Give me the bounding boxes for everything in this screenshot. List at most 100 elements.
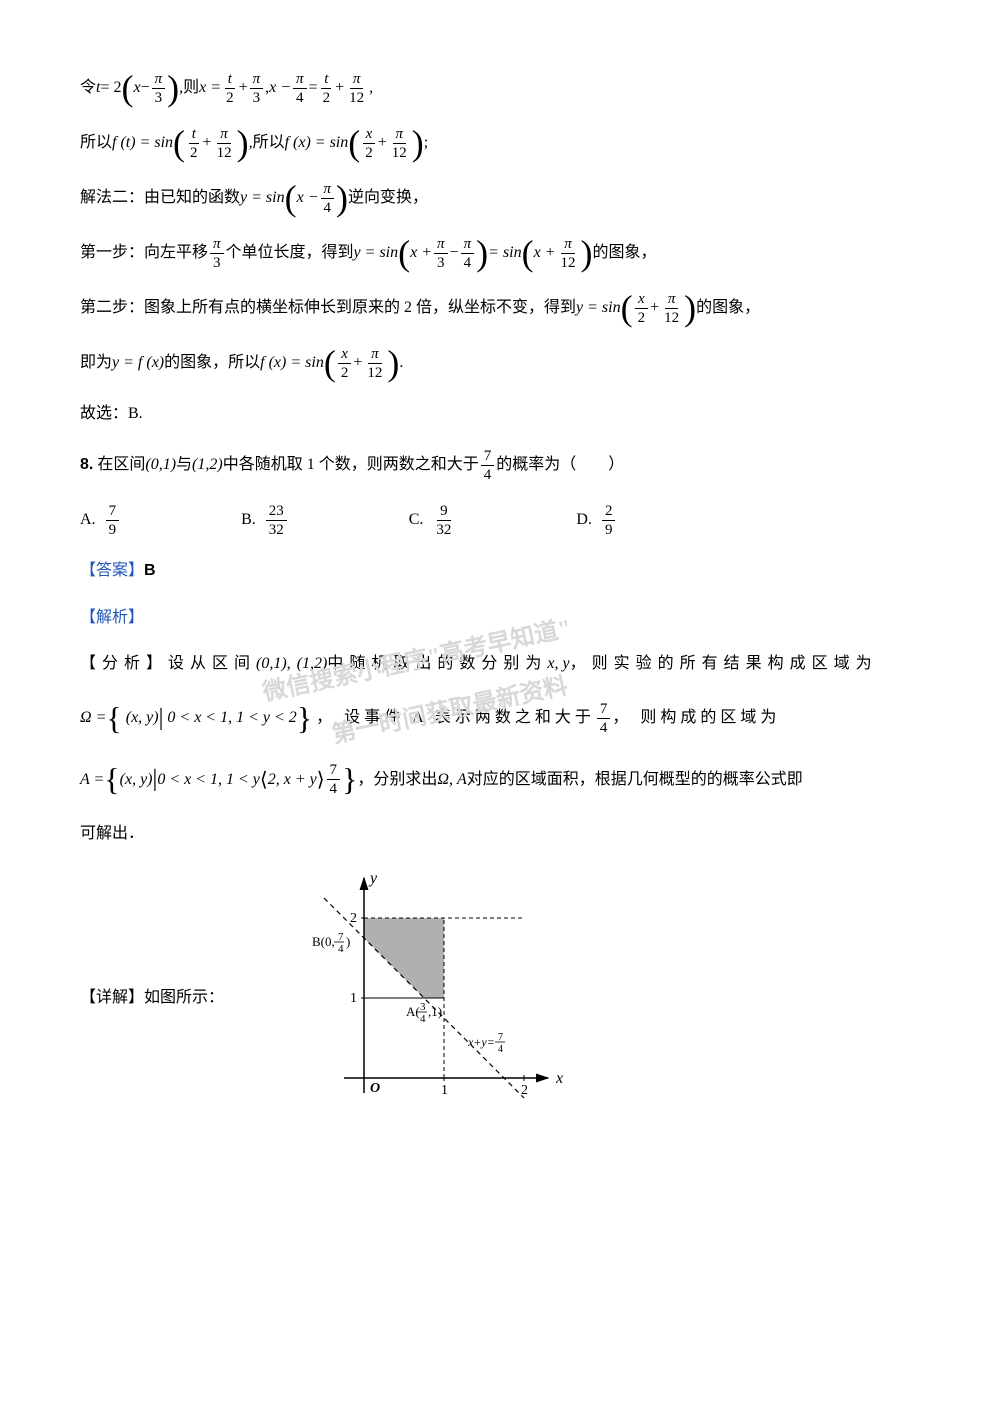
- paren: ): [387, 349, 399, 378]
- frac: 29: [602, 502, 616, 539]
- answer-value: B: [144, 557, 156, 586]
- frac: π12: [661, 290, 682, 327]
- angle: ⟩: [317, 762, 325, 798]
- text: +: [335, 74, 344, 103]
- select-answer: 故选：B.: [80, 400, 912, 429]
- svg-text:): ): [346, 934, 350, 949]
- frac: x2: [635, 290, 649, 327]
- question-8: 8. 在区间 (0,1) 与 (1,2) 中各随机取 1 个数，则两数之和大于 …: [80, 447, 912, 484]
- text: ， 设事件 A 表示两数之和大于: [316, 704, 595, 733]
- bar: |: [159, 697, 168, 740]
- text: 0 < x < 1, 1 < y: [157, 766, 260, 795]
- brace: }: [342, 767, 357, 793]
- text: x +: [410, 239, 432, 268]
- solution-line-1: 令 t = 2 ( x − π3 ) ,则 x = t2 + π3 , x − …: [80, 70, 912, 107]
- svg-text:4: 4: [420, 1013, 426, 1025]
- text: Ω =: [80, 704, 106, 733]
- text: 在区间: [97, 451, 145, 480]
- svg-text:4: 4: [498, 1044, 503, 1055]
- svg-text:B(0,: B(0,: [312, 934, 335, 949]
- svg-text:2: 2: [350, 911, 357, 926]
- paren: ): [336, 184, 348, 213]
- text: ,: [369, 74, 373, 103]
- analysis-label: 【解析】: [80, 604, 144, 633]
- svg-text:A(: A(: [406, 1004, 420, 1019]
- text: y = sin: [240, 184, 285, 213]
- text: (x, y): [126, 704, 159, 733]
- brace: {: [106, 706, 125, 732]
- text: x +: [534, 239, 556, 268]
- option-a: A. 79: [80, 502, 121, 539]
- option-label: B.: [241, 506, 256, 535]
- frac: 932: [433, 502, 454, 539]
- svg-text:,1): ,1): [428, 1004, 442, 1019]
- paren: ): [412, 129, 424, 158]
- fenxi-line-2: Ω = { (x, y) | 0 < x < 1, 1 < y < 2 } ， …: [80, 697, 912, 740]
- text: 的概率为（ ）: [496, 451, 624, 480]
- frac-t2b: t2: [320, 70, 334, 107]
- option-c: C. 932: [409, 502, 457, 539]
- fenxi-line-4: 可解出．: [80, 820, 912, 849]
- svg-text:3: 3: [420, 1001, 426, 1013]
- answer-line: 【答案】 B: [80, 557, 912, 586]
- paren: (: [173, 129, 185, 158]
- detail-label: 【详解】如图所示：: [80, 984, 224, 1013]
- text: −: [450, 239, 459, 268]
- paren: (: [348, 129, 360, 158]
- paren: ): [580, 239, 592, 268]
- text: A =: [80, 766, 104, 795]
- paren: ): [167, 74, 179, 103]
- text: 对应的区域面积，根据几何概型的的概率公式即: [467, 766, 803, 795]
- frac: 79: [106, 502, 120, 539]
- text: (0,1): [256, 650, 287, 679]
- svg-text:x+y=: x+y=: [467, 1035, 495, 1049]
- paren: (: [398, 239, 410, 268]
- frac: 2332: [266, 502, 287, 539]
- svg-text:O: O: [370, 1081, 380, 1096]
- text: y = sin: [576, 294, 621, 323]
- text: f (x) = sin: [285, 129, 349, 158]
- text: 第一步：向左平移: [80, 239, 208, 268]
- frac: π4: [461, 235, 475, 272]
- frac: π12: [389, 125, 410, 162]
- text: +: [378, 129, 387, 158]
- option-label: C.: [409, 506, 424, 535]
- text: +: [203, 129, 212, 158]
- text: 逆向变换，: [348, 184, 428, 213]
- text: +: [650, 294, 659, 323]
- text: ;: [424, 129, 428, 158]
- paren: (: [324, 349, 336, 378]
- frac: 74: [597, 700, 611, 737]
- paren: (: [621, 294, 633, 323]
- frac: π12: [557, 235, 578, 272]
- text: Ω, A: [437, 766, 466, 795]
- fenxi-line-1: 【分析】 设从区间 (0,1) , (1,2) 中随机取出的数分别为 x, y …: [80, 650, 912, 679]
- text: 的图象，所以: [164, 349, 260, 378]
- detail-row: 【详解】如图所示： xyO1212B(0,74)A(34,1)x+y=74: [80, 868, 912, 1128]
- text: x −: [269, 74, 291, 103]
- text: .: [399, 349, 403, 378]
- frac-pi3b: π3: [250, 70, 264, 107]
- text: (1,2): [192, 451, 223, 480]
- frac: 74: [327, 761, 341, 798]
- frac: x2: [362, 125, 376, 162]
- text: +: [353, 349, 362, 378]
- frac: t2: [187, 125, 201, 162]
- svg-text:x: x: [555, 1070, 563, 1087]
- text: ，分别求出: [357, 766, 437, 795]
- paren: ): [684, 294, 696, 323]
- solution-line-2: 所以 f (t) = sin ( t2 + π12 ) ,所以 f (x) = …: [80, 125, 912, 162]
- frac: π12: [214, 125, 235, 162]
- svg-text:y: y: [368, 870, 378, 887]
- text: = 2: [100, 74, 121, 103]
- solution2-step1: 第一步：向左平移 π3 个单位长度，得到 y = sin ( x + π3 − …: [80, 235, 912, 272]
- text: = sin: [488, 239, 521, 268]
- text: ,所以: [249, 129, 285, 158]
- svg-text:2: 2: [521, 1083, 528, 1098]
- text: 的图象，: [696, 294, 760, 323]
- text: (x, y): [120, 766, 153, 795]
- frac: π4: [321, 180, 335, 217]
- frac-pi3: π3: [152, 70, 166, 107]
- solution2-header: 解法二：由已知的函数 y = sin ( x − π4 ) 逆向变换，: [80, 180, 912, 217]
- text: f (x) = sin: [260, 349, 324, 378]
